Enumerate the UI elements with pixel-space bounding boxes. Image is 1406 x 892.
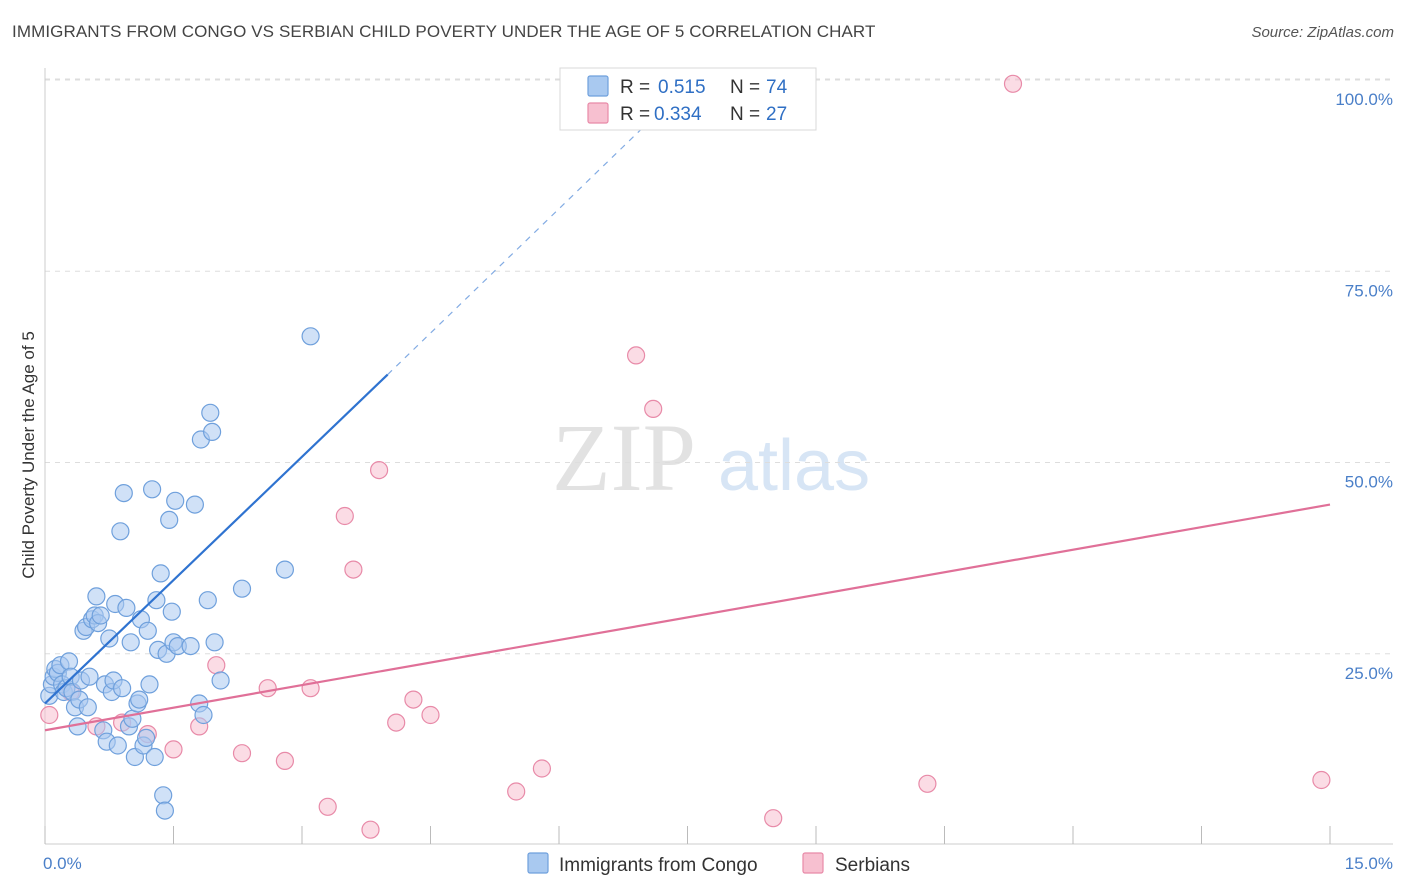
serbians-point-5 [164,740,183,759]
congo-point-57 [162,602,181,621]
serbians-point-19 [421,705,440,725]
y-tick-label-3: 100.0% [1335,90,1393,109]
congo-point-46 [138,621,157,640]
serbians-point-15 [361,820,380,839]
serbians-point-24 [764,809,783,828]
legend-swatch-serbians [587,102,609,124]
congo-point-71 [232,579,252,598]
congo-point-49 [145,747,164,767]
congo-trend-extension [387,125,646,375]
congo-point-38 [121,633,140,652]
congo-point-47 [140,675,159,694]
serbians-point-14 [344,560,363,579]
bottom-legend-label-serbians: Serbians [835,855,910,876]
y-tick-label-2: 75.0% [1345,281,1393,300]
congo-point-61 [181,636,200,656]
serbians-point-7 [207,656,226,675]
congo-point-19 [80,667,99,686]
serbians-point-10 [275,751,294,771]
y-axis-label: Child Poverty Under the Age of 5 [19,331,38,579]
trend-lines [44,125,1331,732]
congo-point-56 [160,510,179,530]
legend-n-value-2: 27 [766,104,787,125]
bottom-legend: Immigrants from Congo Serbians [527,852,910,876]
congo-point-70 [211,671,230,690]
serbians-point-13 [335,506,354,526]
congo-point-24 [91,606,110,625]
legend-r-value-2: 0.334 [654,104,702,125]
congo-point-68 [203,422,222,441]
x-tick-label-1: 15.0% [1345,854,1393,873]
congo-point-18 [78,698,97,717]
chart-title: IMMIGRANTS FROM CONGO VS SERBIAN CHILD P… [12,22,876,41]
congo-point-48 [143,480,162,499]
serbians-point-22 [626,346,646,365]
congo-points [40,327,320,820]
tick-labels: 25.0% 50.0% 75.0% 100.0% 0.0% 15.0% [43,90,1393,873]
congo-point-73 [301,327,320,346]
legend-n-label-2: N = [730,104,760,125]
legend-swatch-congo [587,75,609,97]
bottom-legend-swatch-congo [527,852,549,874]
congo-point-32 [108,736,127,755]
serbians-point-23 [644,399,663,418]
serbians-point-27 [1312,770,1331,790]
congo-point-67 [201,403,220,422]
watermark-zip: ZIP [552,404,696,511]
congo-point-53 [154,786,173,805]
congo-point-42 [130,690,149,709]
bottom-legend-swatch-serbians [802,852,824,874]
congo-point-72 [275,560,294,579]
grid-lines [45,78,1393,655]
serbians-point-18 [404,690,423,709]
bottom-legend-label-congo: Immigrants from Congo [559,855,758,876]
serbians-point-26 [1003,74,1023,93]
congo-point-54 [155,801,174,820]
x-tick-label-0: 0.0% [43,854,82,873]
congo-point-59 [166,491,185,510]
congo-point-9 [59,652,79,671]
serbians-point-9 [258,679,277,698]
congo-point-36 [117,598,136,618]
source-label: Source: ZipAtlas.com [1251,24,1394,41]
serbians-point-0 [40,705,59,725]
legend-n-label-1: N = [730,77,760,98]
congo-point-34 [112,679,132,698]
congo-trend-line [44,373,389,705]
congo-point-66 [198,591,217,610]
congo-point-22 [87,587,106,606]
congo-point-45 [137,728,156,748]
congo-point-35 [114,484,133,503]
congo-point-28 [100,629,119,648]
serbians-point-16 [370,461,389,480]
congo-point-62 [185,495,204,514]
serbians-point-12 [318,797,337,816]
congo-point-69 [205,633,224,652]
legend-r-value-1: 0.515 [658,77,706,98]
serbians-trend-line [44,503,1331,732]
legend-r-label-2: R = [620,104,650,125]
serbians-point-20 [507,782,526,801]
serbians-point-25 [918,774,937,793]
serbians-point-21 [532,759,552,778]
y-tick-label-1: 50.0% [1345,473,1393,492]
watermark-atlas: atlas [718,426,870,506]
congo-point-52 [151,564,170,583]
congo-point-50 [147,591,166,610]
serbians-point-8 [232,744,252,763]
y-tick-label-0: 25.0% [1345,664,1393,683]
congo-point-65 [194,705,213,725]
legend-r-label-1: R = [620,77,650,98]
serbians-point-17 [387,713,406,732]
congo-point-33 [111,522,130,541]
legend-n-value-1: 74 [766,77,788,98]
top-legend: R = 0.515 N = 74 R = 0.334 N = 27 [559,67,817,131]
